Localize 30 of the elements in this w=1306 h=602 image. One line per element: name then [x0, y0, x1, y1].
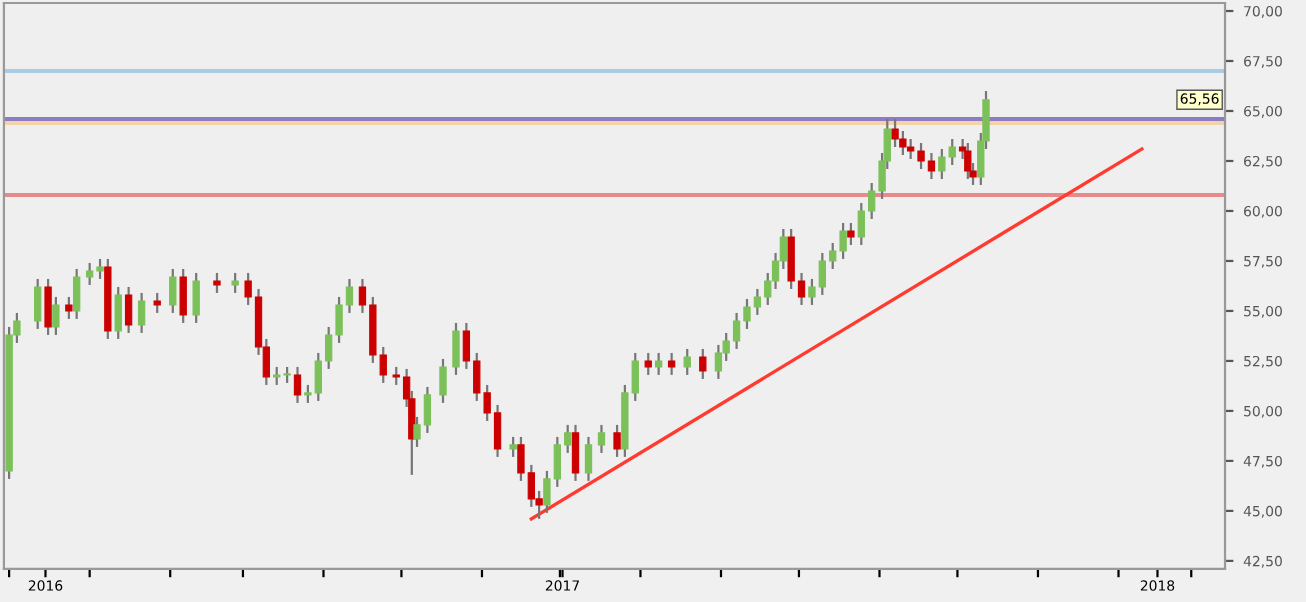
candlestick — [644, 351, 652, 377]
candlestick — [169, 267, 177, 315]
candlestick — [683, 347, 691, 377]
candlestick — [231, 271, 239, 295]
candlestick — [52, 295, 60, 337]
candlestick — [192, 271, 200, 325]
candlestick — [597, 423, 606, 455]
candlestick — [847, 221, 855, 247]
candlestick — [153, 291, 161, 315]
candlestick — [124, 285, 133, 335]
candlestick — [34, 277, 42, 331]
candlestick — [65, 295, 73, 321]
candlestick — [293, 365, 302, 405]
candlestick — [509, 435, 517, 459]
candlestick — [654, 351, 663, 377]
candlestick — [571, 423, 580, 483]
candlestick — [137, 291, 146, 335]
candlestick — [699, 347, 707, 381]
candlestick — [891, 117, 899, 149]
candlestick — [439, 357, 447, 405]
candlestick — [114, 285, 122, 341]
candlestick — [44, 277, 52, 337]
candlestick — [667, 351, 676, 377]
candlestick — [179, 267, 187, 325]
candlestick — [72, 267, 81, 321]
candlestick — [584, 435, 593, 483]
candlestick — [452, 321, 460, 377]
candlestick — [213, 271, 221, 295]
candlestick — [613, 423, 621, 459]
candlestick — [964, 141, 972, 181]
